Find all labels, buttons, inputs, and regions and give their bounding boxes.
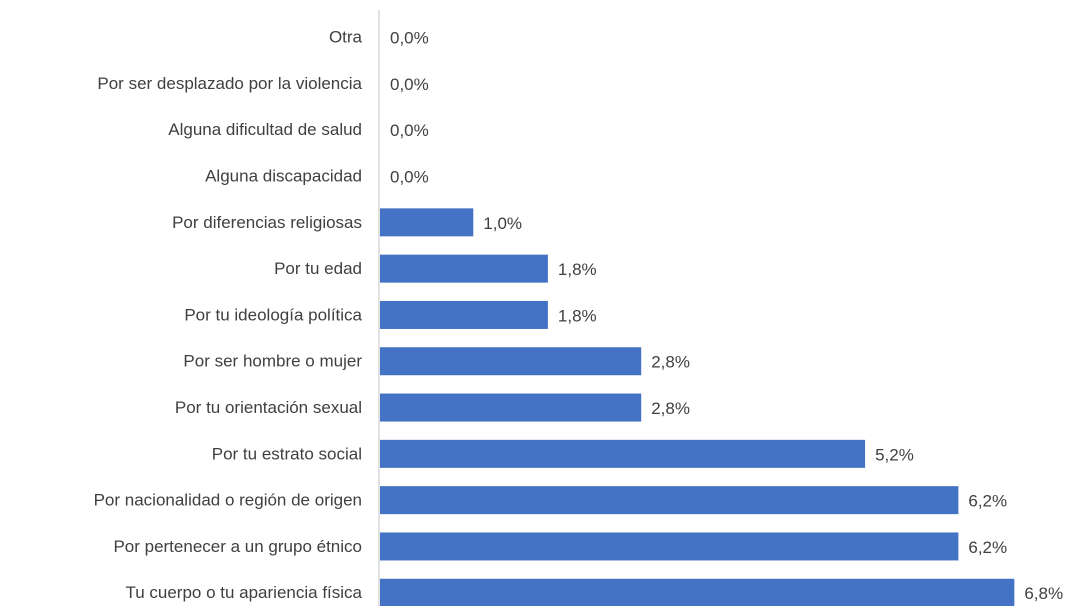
category-label: Por nacionalidad o región de origen (94, 491, 362, 510)
bar (380, 439, 866, 468)
data-label: 1,8% (558, 260, 597, 279)
category-label: Por tu edad (274, 259, 362, 278)
category-label: Otra (329, 28, 363, 47)
category-label: Por ser hombre o mujer (183, 352, 362, 371)
bar (380, 486, 959, 515)
bar (380, 300, 548, 329)
category-label: Por diferencias religiosas (172, 213, 362, 232)
bar (380, 208, 474, 237)
data-label: 6,8% (1024, 584, 1063, 603)
data-label: 5,2% (875, 445, 914, 464)
bar (380, 532, 959, 561)
category-label: Por tu orientación sexual (175, 398, 362, 417)
category-label: Por pertenecer a un grupo étnico (113, 537, 362, 556)
category-label: Por ser desplazado por la violencia (97, 74, 362, 93)
data-label: 2,8% (651, 399, 690, 418)
data-label: 0,0% (390, 121, 429, 140)
data-label: 6,2% (968, 492, 1007, 511)
bar (380, 347, 642, 376)
category-label: Tu cuerpo o tu apariencia física (125, 583, 362, 602)
data-label: 0,0% (390, 168, 429, 187)
category-label: Por tu estrato social (212, 444, 362, 463)
bar (380, 578, 1015, 606)
data-label: 2,8% (651, 353, 690, 372)
bar (380, 393, 642, 422)
data-label: 1,8% (558, 306, 597, 325)
data-label: 0,0% (390, 29, 429, 48)
data-label: 0,0% (390, 75, 429, 94)
data-label: 1,0% (483, 214, 522, 233)
data-label: 6,2% (968, 538, 1007, 557)
category-label: Alguna dificultad de salud (168, 120, 362, 139)
category-label: Alguna discapacidad (205, 167, 362, 186)
category-label: Por tu ideología política (184, 305, 362, 324)
bar (380, 254, 548, 283)
